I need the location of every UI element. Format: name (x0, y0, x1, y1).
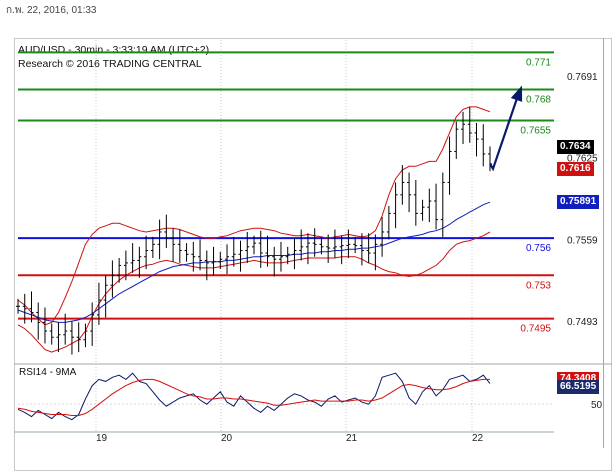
x-tick-label: 19 (96, 433, 108, 444)
y-tick-label: 0.7559 (567, 235, 598, 246)
rsi-line (17, 372, 491, 421)
rsi-ma-line (17, 378, 490, 416)
level-label-resistance: 0.7655 (520, 126, 551, 137)
y-tick-label: 0.7625 (567, 154, 598, 165)
level-label-resistance: 0.771 (526, 57, 551, 68)
level-label-pivot: 0.756 (526, 243, 551, 254)
price-tag: 0.7616 (557, 161, 594, 176)
level-label-support: 0.753 (526, 280, 551, 291)
level-label-resistance: 0.768 (526, 95, 551, 106)
price-tag: 0.75891 (557, 195, 600, 210)
rsi-panel-title: RSI14 - 9MA (19, 367, 77, 378)
x-tick-label: 20 (221, 433, 233, 444)
level-label-support: 0.7495 (520, 324, 551, 335)
chart-header-research: Research © 2016 TRADING CENTRAL (18, 58, 202, 70)
bollinger-upper-line (17, 106, 491, 326)
bollinger-lower-line (17, 231, 491, 353)
rsi-value-tag: 66.5195 (557, 380, 600, 395)
forecast-arrow-head (510, 85, 523, 102)
moving-average-line (17, 201, 491, 323)
x-tick-label: 22 (472, 433, 484, 444)
price-tag: 0.7634 (557, 139, 594, 154)
forecast-arrow-line (489, 89, 522, 172)
x-tick-label: 21 (346, 433, 358, 444)
y-tick-label: 0.7493 (567, 317, 598, 328)
y-tick-label: 0.7691 (567, 72, 598, 83)
price-scale-separator (603, 38, 604, 448)
timestamp: ก.พ. 22, 2016, 01:33 (6, 5, 97, 16)
rsi-y-tick-label: 50 (591, 400, 603, 411)
